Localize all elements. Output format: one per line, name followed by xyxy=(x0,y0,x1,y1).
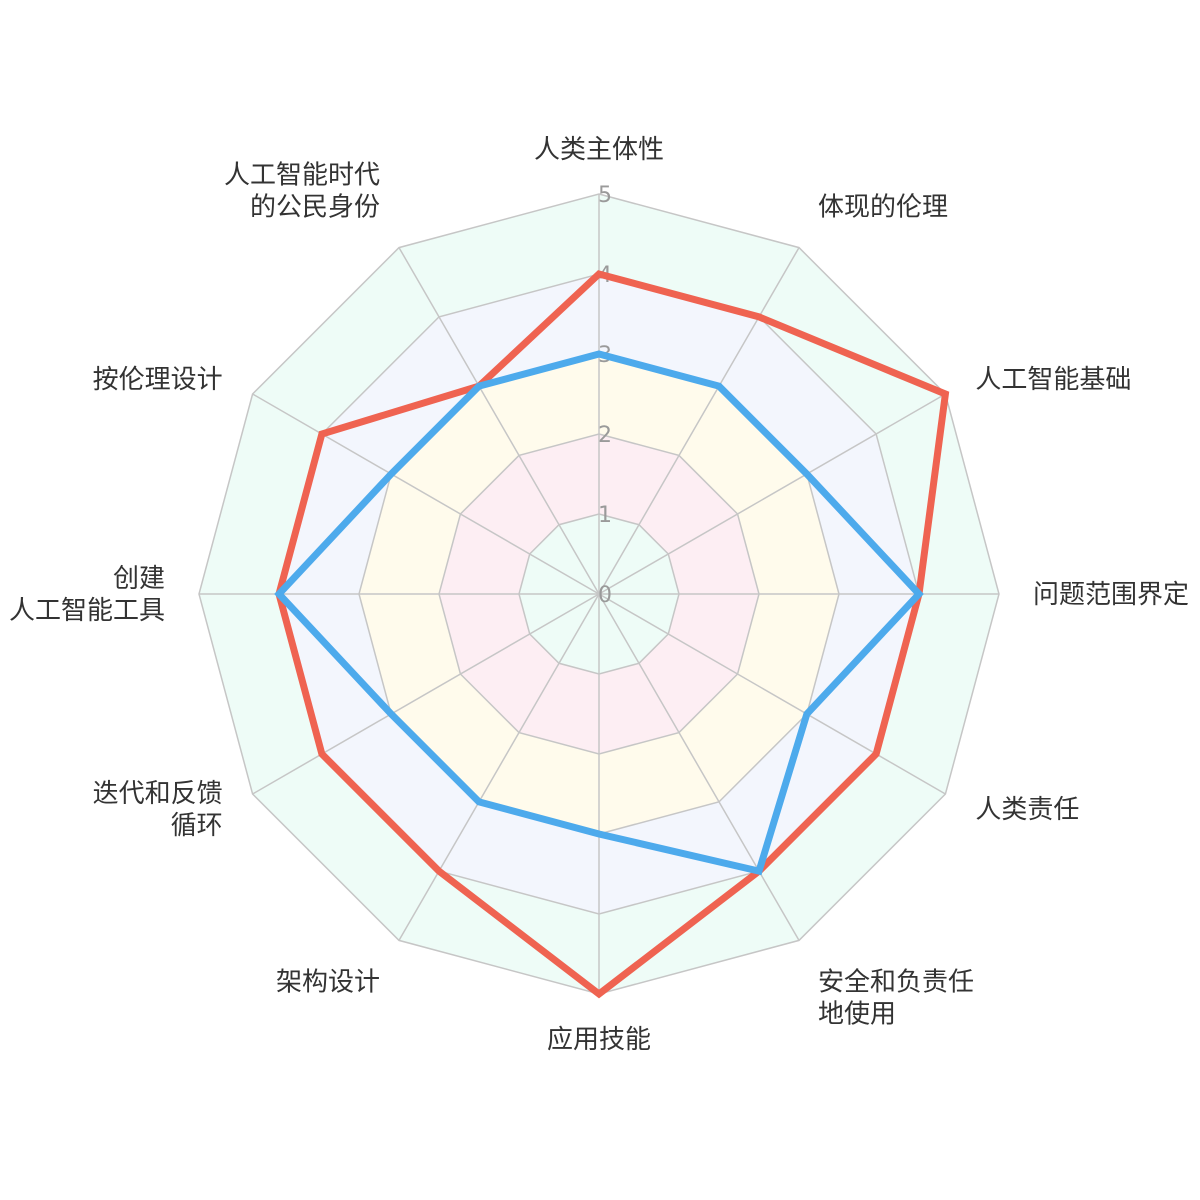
radar-spoke xyxy=(398,593,600,941)
axis-label-line: 的公民身份 xyxy=(250,193,380,223)
axis-label-line: 问题范围界定 xyxy=(1033,580,1189,610)
axis-label-line: 人类主体性 xyxy=(534,135,664,165)
radar-spoke xyxy=(252,593,600,795)
axis-label-line: 安全和负责任 xyxy=(818,967,974,997)
axis-label-line: 架构设计 xyxy=(276,967,380,997)
axis-label-line: 地使用 xyxy=(818,999,896,1029)
radar-spoke xyxy=(398,247,600,595)
axis-label: 创建人工智能工具 xyxy=(9,564,165,626)
axis-label: 架构设计 xyxy=(276,967,380,997)
radar-spoke xyxy=(598,593,946,795)
axis-label: 安全和负责任地使用 xyxy=(818,967,974,1029)
series-line xyxy=(275,270,950,999)
radar-spoke xyxy=(598,393,946,595)
radar-spoke xyxy=(252,393,600,595)
axis-label: 迭代和反馈循环 xyxy=(93,779,223,841)
axis-label-line: 人工智能工具 xyxy=(9,596,165,626)
axis-label-line: 人类责任 xyxy=(975,795,1079,825)
axis-label: 人类责任 xyxy=(975,795,1079,825)
tick-label: 0 xyxy=(598,583,612,608)
axis-label-line: 循环 xyxy=(171,811,223,841)
axis-label-line: 创建 xyxy=(113,564,165,594)
axis-label-line: 应用技能 xyxy=(547,1025,651,1055)
axis-label-line: 人工智能时代 xyxy=(224,161,380,191)
axis-label: 问题范围界定 xyxy=(1033,580,1189,610)
tick-label: 5 xyxy=(598,183,612,208)
radar-spoke xyxy=(598,247,800,595)
axis-label: 人类主体性 xyxy=(534,135,664,165)
axis-label-line: 人工智能基础 xyxy=(975,365,1131,395)
series-line xyxy=(274,350,924,876)
radar-spoke xyxy=(598,593,800,941)
axis-label-line: 按伦理设计 xyxy=(93,365,223,395)
axis-label: 体现的伦理 xyxy=(818,193,948,223)
axis-label: 人工智能基础 xyxy=(975,365,1131,395)
axis-label: 应用技能 xyxy=(547,1025,651,1055)
axis-label: 按伦理设计 xyxy=(93,365,223,395)
axis-label-line: 体现的伦理 xyxy=(818,193,948,223)
axis-label-line: 迭代和反馈 xyxy=(93,779,223,809)
tick-label: 1 xyxy=(598,503,612,528)
axis-label: 人工智能时代的公民身份 xyxy=(224,161,380,223)
tick-label: 2 xyxy=(598,423,612,448)
